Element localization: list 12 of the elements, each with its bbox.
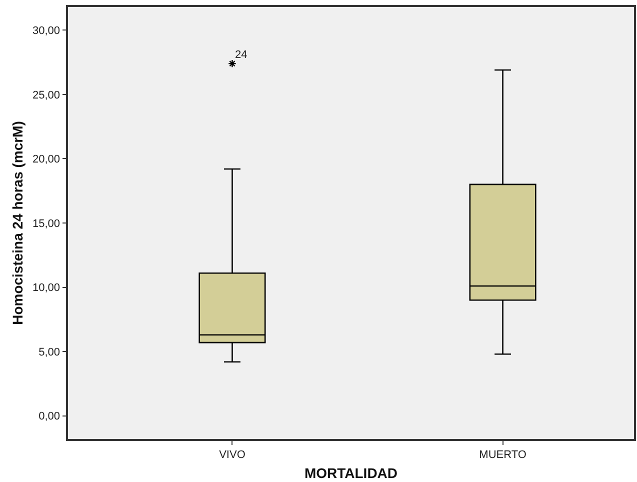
y-tick-label: 5,00: [38, 346, 60, 358]
y-tick-label: 0,00: [38, 410, 60, 423]
y-tick-label: 15,00: [32, 218, 60, 230]
y-axis-title: Homocisteina 24 horas (mcrM): [10, 121, 26, 325]
x-tick-label: MUERTO: [479, 448, 527, 461]
y-tick-label: 10,00: [32, 282, 60, 294]
y-tick-label: 20,00: [32, 154, 60, 166]
x-tick-label: VIVO: [219, 448, 246, 461]
y-tick-label: 25,00: [32, 89, 60, 102]
annotation: 24: [235, 49, 248, 61]
x-axis-title: MORTALIDAD: [304, 464, 398, 481]
y-tick-label: 30,00: [32, 24, 60, 37]
